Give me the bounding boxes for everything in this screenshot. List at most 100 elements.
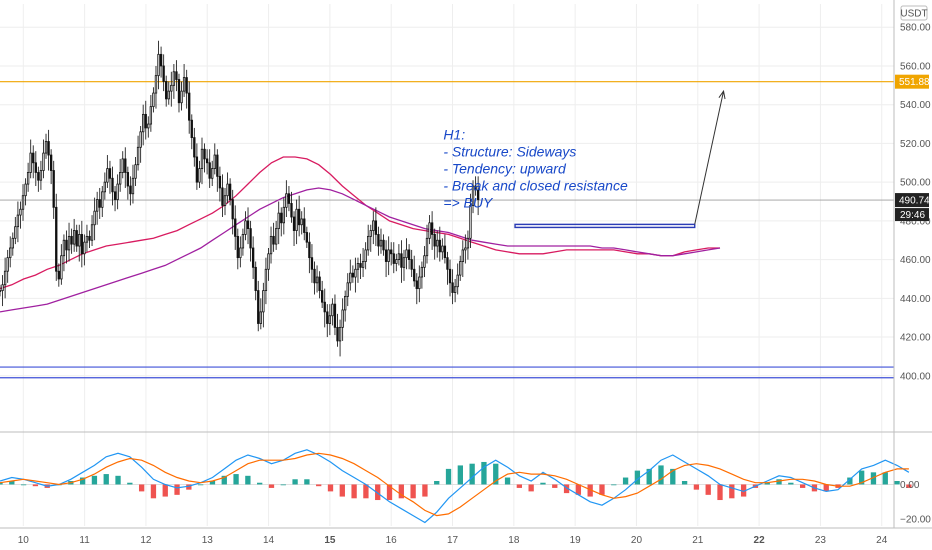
candle xyxy=(338,319,342,357)
candle-body xyxy=(113,191,117,200)
candle xyxy=(405,238,408,270)
candle xyxy=(313,261,316,295)
horizontal-levels xyxy=(0,81,894,379)
macd-histogram-bar xyxy=(705,484,711,495)
macd-histogram-bar xyxy=(563,484,570,494)
candle xyxy=(359,253,362,279)
candle-body xyxy=(274,228,278,245)
candle-body xyxy=(134,164,137,179)
drawings[interactable] xyxy=(514,89,726,229)
candle xyxy=(277,201,280,245)
candles xyxy=(0,40,480,357)
candle-body xyxy=(344,295,347,311)
candle xyxy=(423,246,426,278)
candle xyxy=(0,284,2,297)
time-tick-label: 16 xyxy=(386,535,398,546)
candle xyxy=(461,240,464,278)
candle xyxy=(57,263,60,287)
candle xyxy=(44,133,48,159)
candle xyxy=(249,220,252,262)
projection-arrow-line xyxy=(694,91,725,225)
candle-body xyxy=(162,65,165,82)
level-price-tag-text: 551.88 xyxy=(899,77,930,88)
candle xyxy=(369,224,372,252)
moving-averages xyxy=(0,156,721,313)
candle-body xyxy=(47,141,50,156)
current-price-tag-text: 490.74 xyxy=(899,196,930,207)
candle xyxy=(70,228,73,254)
candle xyxy=(134,156,137,187)
candle xyxy=(241,228,245,256)
macd-histogram-bar xyxy=(870,472,877,485)
candle-body xyxy=(466,237,470,249)
candle-body xyxy=(34,162,37,173)
candle-body xyxy=(361,261,365,268)
candle xyxy=(379,228,383,254)
candle-body xyxy=(78,234,81,247)
time-tick-label: 20 xyxy=(631,535,643,546)
candle xyxy=(282,197,285,235)
macd-histogram-bar xyxy=(174,484,180,495)
candle-body xyxy=(60,255,63,280)
price-tick-label: 580.00 xyxy=(900,23,931,34)
candle xyxy=(310,244,314,283)
candle-body xyxy=(131,177,135,195)
time-tick-label: 11 xyxy=(79,535,90,546)
macd-histogram-bar xyxy=(268,484,275,488)
candle-body xyxy=(433,234,436,247)
candle xyxy=(37,166,40,192)
candle xyxy=(239,236,242,268)
macd-histogram-bar xyxy=(198,484,204,486)
candle xyxy=(98,187,101,219)
candle xyxy=(29,139,32,179)
candle xyxy=(131,164,135,204)
candle xyxy=(136,135,140,171)
candle-body xyxy=(451,282,454,293)
candle-body xyxy=(1,284,4,291)
candle xyxy=(42,139,45,179)
candle-body xyxy=(170,84,173,92)
candle-body xyxy=(430,222,434,235)
candle-body xyxy=(116,183,119,200)
candle xyxy=(213,143,216,175)
candle xyxy=(285,180,288,217)
candle-body xyxy=(14,226,17,239)
candle-body xyxy=(0,290,2,292)
candle-body xyxy=(456,274,459,288)
level-price-tag-bg xyxy=(895,74,929,89)
candle xyxy=(410,249,413,278)
candle-body xyxy=(290,203,293,218)
candle-body xyxy=(42,152,45,171)
candle xyxy=(221,174,224,217)
candle xyxy=(323,288,326,328)
candle-body xyxy=(80,234,83,255)
candle xyxy=(142,104,145,146)
candle-body xyxy=(32,152,35,164)
candle-body xyxy=(464,247,467,251)
candle xyxy=(297,195,301,237)
candle-body xyxy=(282,206,285,224)
candle-body xyxy=(410,259,413,270)
macd-histogram-bar xyxy=(351,484,357,499)
candle-body xyxy=(37,172,40,181)
macd-histogram-bar xyxy=(634,470,641,485)
candle xyxy=(1,275,4,307)
candle xyxy=(80,220,83,268)
macd-histogram-bar xyxy=(434,481,440,485)
candle xyxy=(336,313,339,347)
candle-body xyxy=(461,249,464,262)
candle xyxy=(175,60,178,92)
candle-body xyxy=(369,230,372,237)
candle-body xyxy=(244,220,247,235)
candle-body xyxy=(44,141,48,154)
macd-histogram-bar xyxy=(221,475,227,485)
macd-histogram-bar xyxy=(717,484,723,501)
macd-histogram-bar xyxy=(162,484,168,497)
candle-body xyxy=(177,79,181,104)
candle xyxy=(26,162,30,192)
candle xyxy=(47,129,50,171)
candle xyxy=(67,222,71,262)
macd-histogram-bar xyxy=(493,463,499,485)
currency-label: USDT xyxy=(900,5,928,21)
